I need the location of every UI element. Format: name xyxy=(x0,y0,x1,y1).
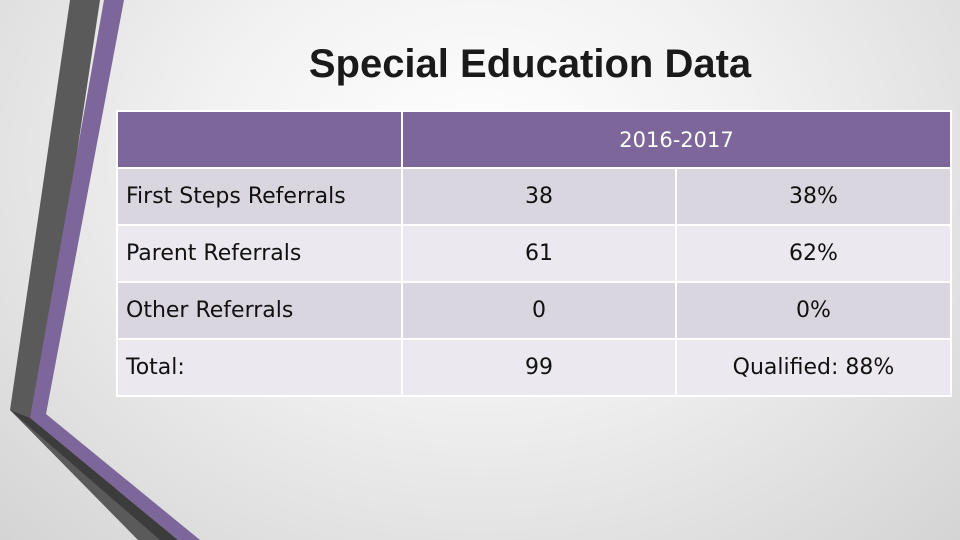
table-cell: Other Referrals xyxy=(116,281,403,340)
table-row: First Steps Referrals 38 38% xyxy=(116,167,952,226)
header-cell: 2016-2017 xyxy=(401,110,952,169)
table-cell: 38% xyxy=(675,167,952,226)
table-cell: Total: xyxy=(116,338,403,397)
table-row: Parent Referrals 61 62% xyxy=(116,224,952,283)
table-row: Total: 99 Qualified: 88% xyxy=(116,338,952,397)
table-cell: 38 xyxy=(401,167,677,226)
table-cell: Parent Referrals xyxy=(116,224,403,283)
slide-title: Special Education Data xyxy=(308,42,752,86)
table-cell: 62% xyxy=(675,224,952,283)
table-cell: 0 xyxy=(401,281,677,340)
table-cell: 61 xyxy=(401,224,677,283)
header-cell xyxy=(116,110,403,169)
data-table: 2016-2017 First Steps Referrals 38 38% Pare… xyxy=(116,110,952,397)
table-cell: Qualified: 88% xyxy=(675,338,952,397)
header-row: 2016-2017 xyxy=(116,110,952,169)
purple-stripe xyxy=(30,0,200,540)
table-cell: 0% xyxy=(675,281,952,340)
table-row: Other Referrals 0 0% xyxy=(116,281,952,340)
gray-stripe xyxy=(10,0,168,540)
dark-stripe xyxy=(10,410,178,540)
table-cell: 99 xyxy=(401,338,677,397)
table-cell: First Steps Referrals xyxy=(116,167,403,226)
